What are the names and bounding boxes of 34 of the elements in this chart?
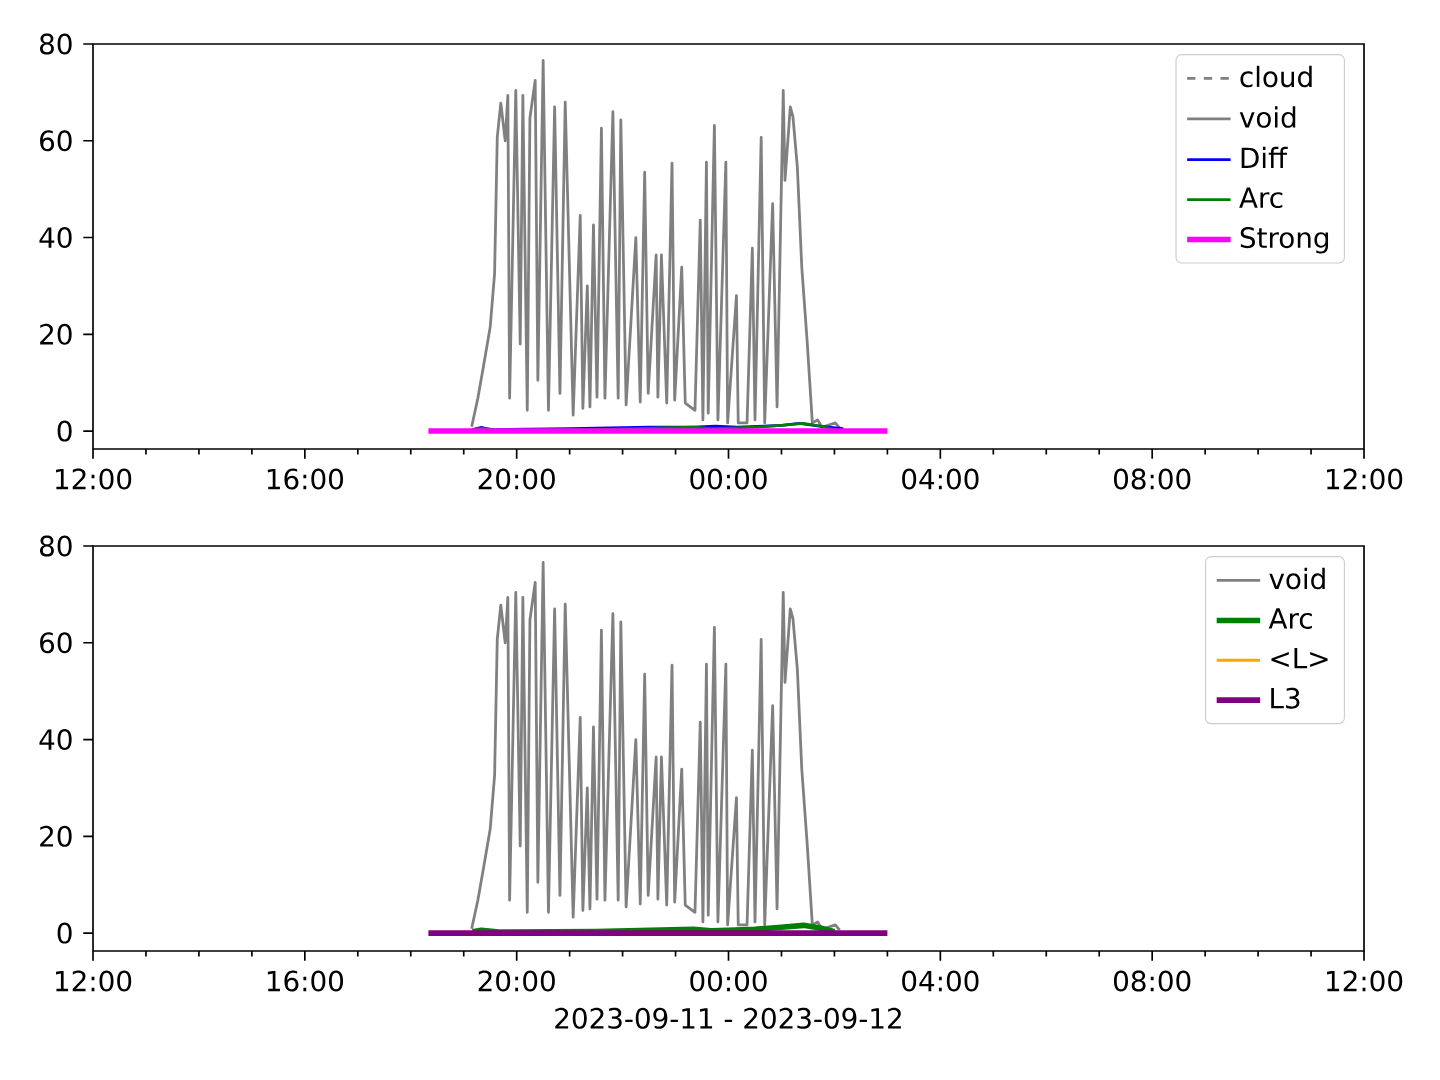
legend-label: void xyxy=(1269,567,1325,590)
y-tick-label: 0 xyxy=(57,420,72,442)
x-tick-label: 16:00 xyxy=(267,970,344,992)
x-tick-label: 04:00 xyxy=(902,970,979,992)
legend-label: Arc xyxy=(1239,187,1283,209)
x-tick-label: 16:00 xyxy=(267,468,344,490)
legend-label: <L> xyxy=(1271,648,1328,669)
x-tick-label: 12:00 xyxy=(56,468,132,490)
x-tick-label: 08:00 xyxy=(1113,970,1191,992)
y-tick-label: 80 xyxy=(40,33,72,55)
x-tick-label: 00:00 xyxy=(690,970,767,992)
legend-label: void xyxy=(1239,106,1296,128)
y-tick-label: 60 xyxy=(40,632,72,654)
legend-label: Diff xyxy=(1241,146,1288,168)
y-tick-label: 0 xyxy=(57,922,72,944)
x-tick-label: 20:00 xyxy=(478,970,555,992)
x-tick-label: 00:00 xyxy=(690,468,767,490)
x-tick-label: 12:00 xyxy=(56,970,132,992)
legend-label: Strong xyxy=(1240,227,1329,254)
x-tick-label: 20:00 xyxy=(478,468,555,490)
x-tick-label: 08:00 xyxy=(1113,468,1191,490)
y-tick-label: 80 xyxy=(40,535,72,557)
y-tick-label: 40 xyxy=(39,227,72,249)
y-tick-label: 40 xyxy=(39,729,72,751)
y-tick-label: 20 xyxy=(40,825,72,847)
legend-label: cloud xyxy=(1240,65,1312,88)
x-axis-title: 2023-09-11 - 2023-09-12 xyxy=(555,1007,901,1029)
x-tick-label: 04:00 xyxy=(902,468,979,490)
y-tick-label: 60 xyxy=(40,130,72,152)
legend-label: L3 xyxy=(1271,687,1300,709)
x-tick-label: 12:00 xyxy=(1327,468,1403,490)
y-tick-label: 20 xyxy=(40,323,72,345)
legend-label: Arc xyxy=(1268,608,1312,629)
x-tick-label: 12:00 xyxy=(1327,970,1403,992)
